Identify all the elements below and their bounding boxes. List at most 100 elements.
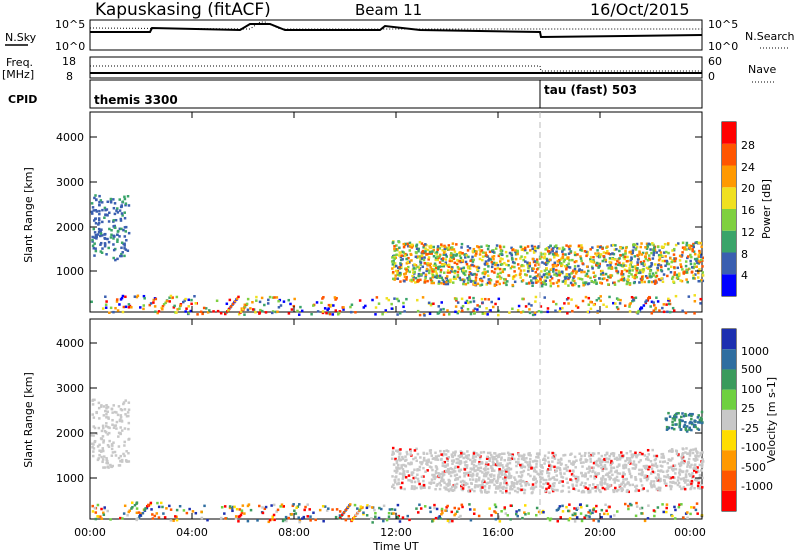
echo-cell [660, 456, 663, 459]
echo-cell [121, 214, 124, 217]
echo-cell [100, 437, 104, 441]
echo-cell [124, 202, 128, 205]
echo-cell [494, 487, 498, 490]
echo-cell [446, 488, 450, 491]
echo-cell [509, 486, 512, 489]
echo-cell [466, 276, 469, 280]
echo-cell [416, 298, 419, 302]
echo-cell [91, 399, 94, 402]
echo-cell [172, 306, 176, 309]
echo-cell [459, 251, 462, 254]
echo-cell [124, 305, 128, 309]
echo-cell [485, 244, 489, 247]
echo-cell [602, 251, 606, 254]
echo-cell [547, 451, 551, 454]
echo-cell [457, 461, 461, 465]
echo-cell [669, 476, 672, 480]
echo-cell [273, 296, 276, 299]
echo-cell [573, 512, 577, 516]
echo-cell [672, 427, 676, 431]
echo-cell [135, 518, 138, 522]
echo-cell [594, 471, 597, 474]
echo-cell [98, 449, 101, 452]
echo-cell [275, 510, 278, 513]
echo-cell [581, 262, 584, 265]
echo-cell [499, 475, 502, 479]
echo-cell [439, 517, 442, 520]
echo-cell [443, 245, 447, 249]
echo-cell [396, 297, 399, 301]
echo-cell [466, 301, 470, 305]
echo-cell [586, 250, 589, 254]
echo-cell [687, 413, 691, 417]
echo-cell [477, 478, 481, 482]
echo-cell [428, 252, 431, 255]
echo-cell [102, 449, 105, 453]
velocity-cbar-tick-500: 500 [741, 363, 762, 376]
echo-cell [117, 456, 121, 460]
echo-cell [614, 302, 617, 305]
echo-cell [640, 242, 643, 245]
echo-cell [561, 504, 564, 508]
echo-cell [374, 515, 377, 519]
echo-cell [399, 263, 403, 267]
echo-cell [648, 465, 651, 469]
echo-cell [356, 511, 360, 514]
echo-cell [393, 481, 397, 484]
echo-cell [584, 458, 587, 461]
echo-cell [521, 297, 524, 301]
echo-cell [94, 217, 97, 221]
echo-cell [560, 475, 563, 479]
echo-cell [690, 482, 693, 486]
echo-cell [571, 309, 574, 313]
echo-cell [594, 485, 597, 489]
echo-cell [599, 295, 602, 298]
echo-cell [394, 457, 397, 461]
echo-cell [450, 270, 453, 273]
echo-cell [114, 454, 118, 457]
power-cbar-tick-8: 8 [741, 248, 748, 261]
echo-cell [410, 259, 413, 262]
echo-cell [507, 466, 511, 470]
echo-cell [293, 509, 296, 513]
echo-cell [245, 302, 249, 306]
echo-cell [653, 246, 656, 249]
echo-cell [467, 255, 470, 259]
echo-cell [699, 453, 702, 457]
echo-cell [657, 254, 661, 257]
echo-cell [410, 246, 414, 249]
echo-cell [541, 466, 544, 469]
echo-cell [530, 304, 533, 307]
echo-cell [603, 512, 606, 516]
echo-cell [621, 473, 625, 477]
echo-cell [694, 420, 697, 423]
echo-cell [100, 234, 104, 237]
echo-cell [591, 454, 595, 457]
echo-cell [405, 275, 408, 279]
echo-cell [529, 464, 532, 468]
echo-cell [692, 469, 696, 472]
echo-cell [438, 310, 442, 313]
echo-cell [517, 304, 521, 308]
echo-cell [689, 474, 693, 477]
echo-cell [535, 281, 538, 284]
echo-cell [103, 506, 106, 509]
echo-cell [521, 310, 525, 313]
echo-cell [334, 515, 338, 519]
echo-cell [448, 471, 452, 474]
echo-cell [519, 479, 523, 482]
echo-cell [475, 452, 478, 455]
echo-cell [164, 301, 167, 305]
echo-cell [90, 202, 94, 205]
echo-cell [697, 486, 700, 490]
echo-cell [414, 255, 418, 259]
echo-cell [100, 404, 103, 407]
echo-cell [449, 474, 453, 478]
echo-cell [267, 520, 271, 524]
echo-cell [258, 311, 262, 314]
echo-cell [698, 487, 702, 490]
echo-cell [685, 268, 688, 272]
echo-cell [588, 490, 592, 494]
echo-cell [453, 261, 457, 265]
echo-cell [671, 275, 675, 279]
